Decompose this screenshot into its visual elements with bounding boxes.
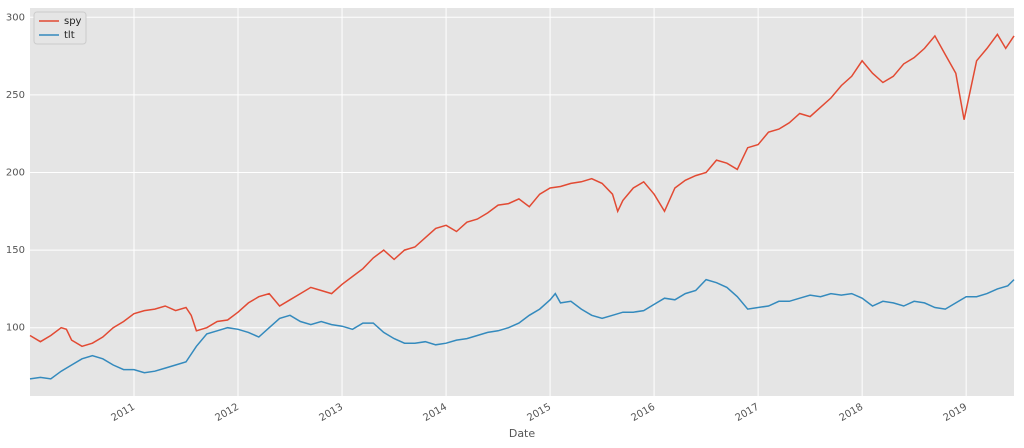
y-tick-label: 150	[6, 245, 25, 256]
x-tick-label: 2013	[318, 402, 346, 424]
x-tick-label: 2014	[422, 402, 450, 424]
x-tick-label: 2012	[213, 402, 241, 424]
x-tick-label: 2016	[630, 402, 658, 424]
x-tick-label: 2011	[109, 402, 137, 424]
line-series	[29, 278, 1015, 380]
legend-label: tlt	[64, 30, 75, 41]
legend-label: spy	[64, 16, 82, 27]
y-tick-label: 300	[6, 12, 25, 23]
x-tick-label: 2018	[838, 402, 866, 424]
legend-box	[33, 11, 87, 45]
x-axis-label: Date	[509, 427, 536, 440]
y-tick-label: 250	[6, 90, 25, 101]
x-tick-label: 2017	[734, 402, 762, 424]
line-series	[29, 33, 1015, 348]
y-tick-label: 200	[6, 168, 25, 179]
y-tick-label: 100	[6, 323, 25, 334]
x-tick-label: 2015	[526, 402, 554, 424]
x-tick-label: 2019	[942, 402, 970, 424]
